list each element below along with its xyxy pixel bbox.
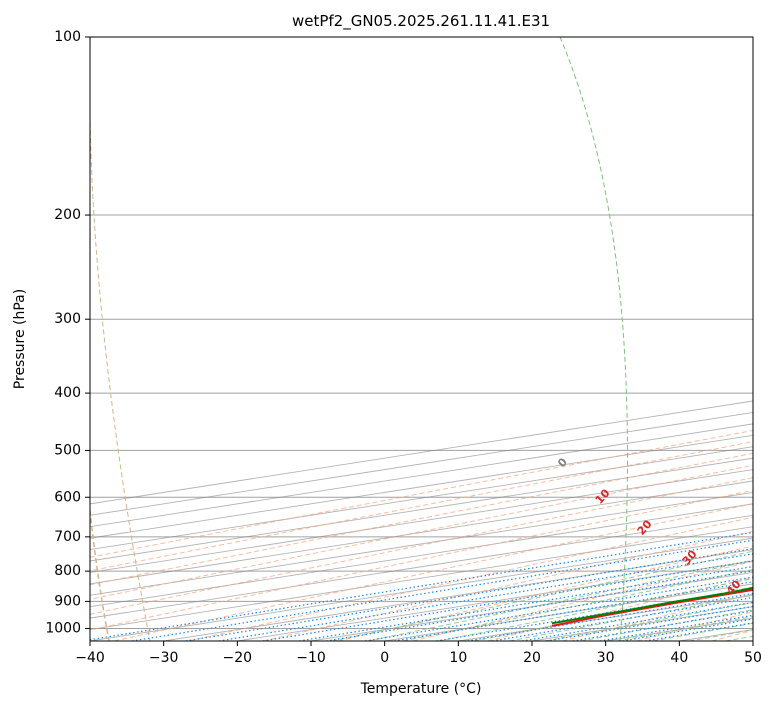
plot-frame (89, 36, 754, 642)
x-axis-label: Temperature (°C) (360, 681, 482, 697)
dry-adiabat-line (487, 576, 753, 641)
x-tick-label: 0 (380, 650, 389, 666)
moist-adiabat-line (544, 601, 753, 641)
dry-adiabat-line (90, 452, 753, 586)
y-tick-label: 100 (54, 29, 81, 45)
isotherm-line (90, 469, 753, 573)
isotherm-line (90, 457, 753, 562)
x-tick-label: 20 (523, 650, 541, 666)
y-tick-label: 500 (54, 442, 81, 458)
isotherm-line (90, 514, 753, 619)
y-tick-label: 400 (54, 385, 81, 401)
dry-adiabat-line (338, 545, 753, 641)
x-tick-label: −10 (296, 650, 326, 666)
moist-adiabat-line (509, 594, 753, 641)
dry-adiabat-line (90, 477, 753, 615)
dry-adiabat-line (90, 441, 753, 572)
mixing-ratio-line (185, 547, 753, 641)
y-tick-label: 200 (54, 207, 81, 223)
x-tick-label: 50 (744, 650, 762, 666)
x-tick-label: 10 (449, 650, 467, 666)
isotherm-line (90, 537, 753, 641)
background-lines (90, 37, 753, 641)
arc-moist-line (559, 37, 628, 641)
dry-adiabat-line (188, 516, 753, 641)
y-axis-label: Pressure (hPa) (12, 289, 28, 389)
y-tick-label: 700 (54, 529, 81, 545)
y-tick-label: 300 (54, 311, 81, 327)
y-tick-label: 600 (54, 489, 81, 505)
mixing-ratio-line (599, 614, 753, 641)
y-tick-label: 900 (54, 593, 81, 609)
chart-title: wetPf2_GN05.2025.261.11.41.E31 (292, 12, 550, 31)
isotherm-line (90, 526, 753, 631)
isotherm-line (90, 503, 753, 608)
x-tick-label: −40 (75, 650, 105, 666)
mixing-ratio-line (131, 539, 753, 641)
mixing-ratio-line (218, 553, 753, 641)
mixing-ratio-line (521, 601, 753, 641)
arc-adiabat-line (90, 39, 110, 641)
mixing-ratio-line (546, 605, 753, 641)
dry-adiabat-line (113, 503, 753, 641)
y-tick-label: 800 (54, 563, 81, 579)
moist-adiabat-line (438, 578, 753, 641)
moist-adiabat-line (331, 550, 753, 641)
isotherm-line (90, 446, 753, 551)
x-tick-label: 30 (597, 650, 615, 666)
x-axis: −40 −30 −20 −10 0 10 20 30 40 50 (75, 641, 762, 666)
arc-adiabat-line (90, 42, 151, 641)
y-axis: 100 200 300 400 500 600 700 800 900 1000 (45, 29, 90, 636)
x-tick-label: −20 (223, 650, 253, 666)
x-tick-label: 40 (670, 650, 688, 666)
isotherm-line (90, 480, 753, 585)
mixing-ratio-line (262, 560, 753, 641)
moist-adiabat-line (403, 568, 753, 641)
mixing-ratio-line (572, 610, 753, 641)
y-tick-label: 1000 (45, 620, 81, 636)
x-tick-label: −30 (149, 650, 179, 666)
dry-adiabat-line (90, 464, 753, 600)
